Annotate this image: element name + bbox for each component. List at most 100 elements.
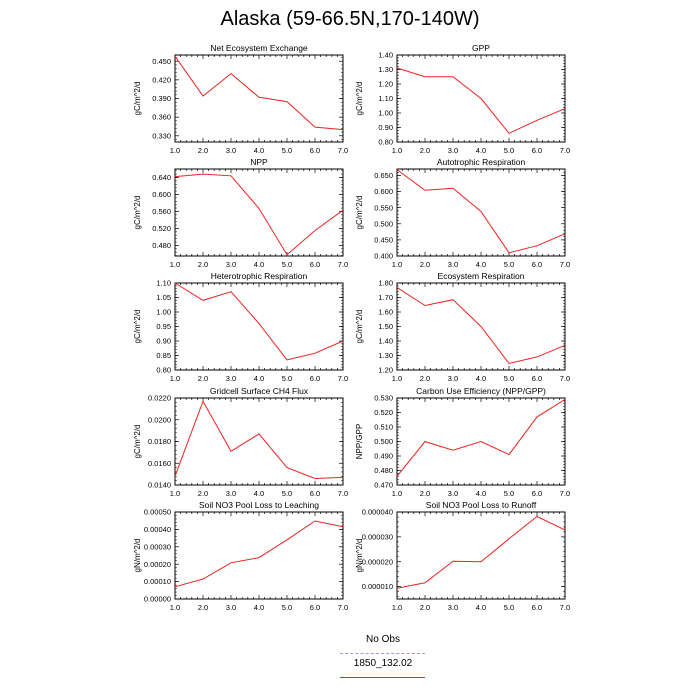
y-tick-label: 0.80: [156, 366, 171, 375]
y-tick-label: 0.500: [374, 437, 393, 446]
x-tick-label: 6.0: [310, 374, 320, 383]
x-tick-label: 3.0: [448, 489, 458, 498]
plot-frame: [174, 397, 344, 486]
x-tick-label: 5.0: [282, 146, 292, 155]
y-axis-label: gN/m^2/d: [133, 539, 142, 573]
y-tick-label: 0.530: [374, 394, 393, 403]
panel-title: Gridcell Surface CH4 Flux: [210, 386, 309, 396]
plot-frame: [396, 511, 566, 600]
x-tick-label: 2.0: [420, 260, 430, 269]
y-axis-label: gC/m^2/d: [133, 82, 142, 116]
x-tick-label: 1.0: [392, 374, 402, 383]
x-tick-label: 1.0: [170, 374, 180, 383]
y-tick-label: 1.20: [378, 80, 393, 89]
y-tick-label: 1.80: [378, 279, 393, 288]
chart-panel-7: Carbon Use Efficiency (NPP/GPP) NPP/GPP 1.…: [355, 386, 570, 498]
x-tick-label: 5.0: [504, 260, 514, 269]
x-tick-label: 4.0: [476, 489, 486, 498]
x-tick-label: 1.0: [392, 146, 402, 155]
y-tick-label: 1.50: [378, 322, 393, 331]
panel-title: Heterotrophic Respiration: [211, 271, 308, 281]
y-tick-label: 0.560: [152, 207, 171, 216]
y-tick-label: 0.520: [374, 408, 393, 417]
x-tick-label: 2.0: [198, 260, 208, 269]
chart-panel-8: Soil NO3 Pool Loss to Leaching gN/m^2/d 1.…: [133, 500, 348, 612]
y-tick-label: 0.450: [374, 235, 393, 244]
x-tick-label: 3.0: [226, 603, 236, 612]
x-tick-label: 2.0: [198, 489, 208, 498]
plot-frame: [396, 168, 566, 257]
series-line: [174, 520, 344, 588]
y-tick-label: 0.00040: [144, 525, 171, 534]
y-tick-label: 0.00050: [144, 508, 171, 517]
x-tick-label: 7.0: [560, 146, 570, 155]
y-tick-label: 1.10: [378, 94, 393, 103]
y-tick-label: 0.490: [374, 452, 393, 461]
x-tick-label: 7.0: [338, 489, 348, 498]
x-tick-label: 4.0: [476, 146, 486, 155]
x-tick-label: 7.0: [560, 603, 570, 612]
y-tick-label: 0.0220: [148, 394, 171, 403]
x-tick-label: 5.0: [282, 489, 292, 498]
y-tick-label: 1.05: [156, 293, 171, 302]
x-tick-label: 3.0: [448, 260, 458, 269]
x-tick-label: 7.0: [560, 260, 570, 269]
x-tick-label: 5.0: [504, 489, 514, 498]
y-tick-label: 1.40: [378, 337, 393, 346]
panel-title: Soil NO3 Pool Loss to Runoff: [426, 500, 537, 510]
y-tick-label: 0.600: [374, 187, 393, 196]
x-tick-label: 3.0: [448, 146, 458, 155]
y-tick-label: 0.650: [374, 171, 393, 180]
x-tick-label: 7.0: [338, 146, 348, 155]
x-tick-label: 6.0: [532, 489, 542, 498]
x-tick-label: 5.0: [282, 260, 292, 269]
panel-title: Autotrophic Respiration: [437, 157, 526, 167]
x-tick-label: 2.0: [420, 603, 430, 612]
y-tick-label: 0.390: [152, 94, 171, 103]
x-tick-label: 1.0: [170, 603, 180, 612]
x-tick-label: 6.0: [310, 489, 320, 498]
y-tick-label: 0.00020: [144, 560, 171, 569]
x-tick-label: 1.0: [170, 260, 180, 269]
y-tick-label: 0.00010: [144, 577, 171, 586]
y-tick-label: 1.00: [156, 308, 171, 317]
x-tick-label: 7.0: [338, 374, 348, 383]
x-tick-label: 2.0: [198, 146, 208, 155]
series-line: [396, 286, 566, 365]
series-line: [174, 173, 344, 256]
y-tick-label: 1.60: [378, 308, 393, 317]
y-tick-label: 1.40: [378, 51, 393, 60]
series-line: [396, 67, 566, 134]
x-tick-label: 5.0: [282, 603, 292, 612]
y-tick-label: 0.450: [152, 57, 171, 66]
y-tick-label: 0.470: [374, 481, 393, 490]
plot-frame: [174, 54, 344, 143]
legend-label-1850: 1850_132.02: [353, 658, 413, 669]
y-tick-label: 1.20: [378, 366, 393, 375]
chart-panel-5: Ecosystem Respiration gC/m^2/d 1.0 2.0 3.0 4.…: [355, 271, 570, 383]
y-tick-label: 0.510: [374, 423, 393, 432]
x-tick-label: 1.0: [170, 146, 180, 155]
x-tick-label: 6.0: [310, 260, 320, 269]
panel-title: NPP: [250, 157, 268, 167]
x-tick-label: 6.0: [532, 260, 542, 269]
series-line: [174, 400, 344, 480]
y-tick-label: 1.30: [378, 65, 393, 74]
y-tick-label: 0.80: [378, 138, 393, 147]
chart-panel-1: GPP gC/m^2/d 1.0 2.0 3.0 4.0 5.0 6.0 7.0 0.80 0.90…: [355, 43, 570, 155]
x-tick-label: 1.0: [392, 260, 402, 269]
y-tick-label: 0.90: [156, 337, 171, 346]
y-tick-label: 0.000040: [362, 508, 393, 517]
y-tick-label: 0.0180: [148, 437, 171, 446]
x-tick-label: 2.0: [198, 374, 208, 383]
x-tick-label: 4.0: [476, 260, 486, 269]
x-tick-label: 2.0: [198, 603, 208, 612]
y-tick-label: 0.00030: [144, 542, 171, 551]
y-tick-label: 0.640: [152, 173, 171, 182]
y-tick-label: 1.10: [156, 279, 171, 288]
y-tick-label: 0.420: [152, 75, 171, 84]
y-tick-label: 0.90: [378, 123, 393, 132]
x-tick-label: 4.0: [476, 374, 486, 383]
y-axis-label: gC/m^2/d: [133, 196, 142, 230]
